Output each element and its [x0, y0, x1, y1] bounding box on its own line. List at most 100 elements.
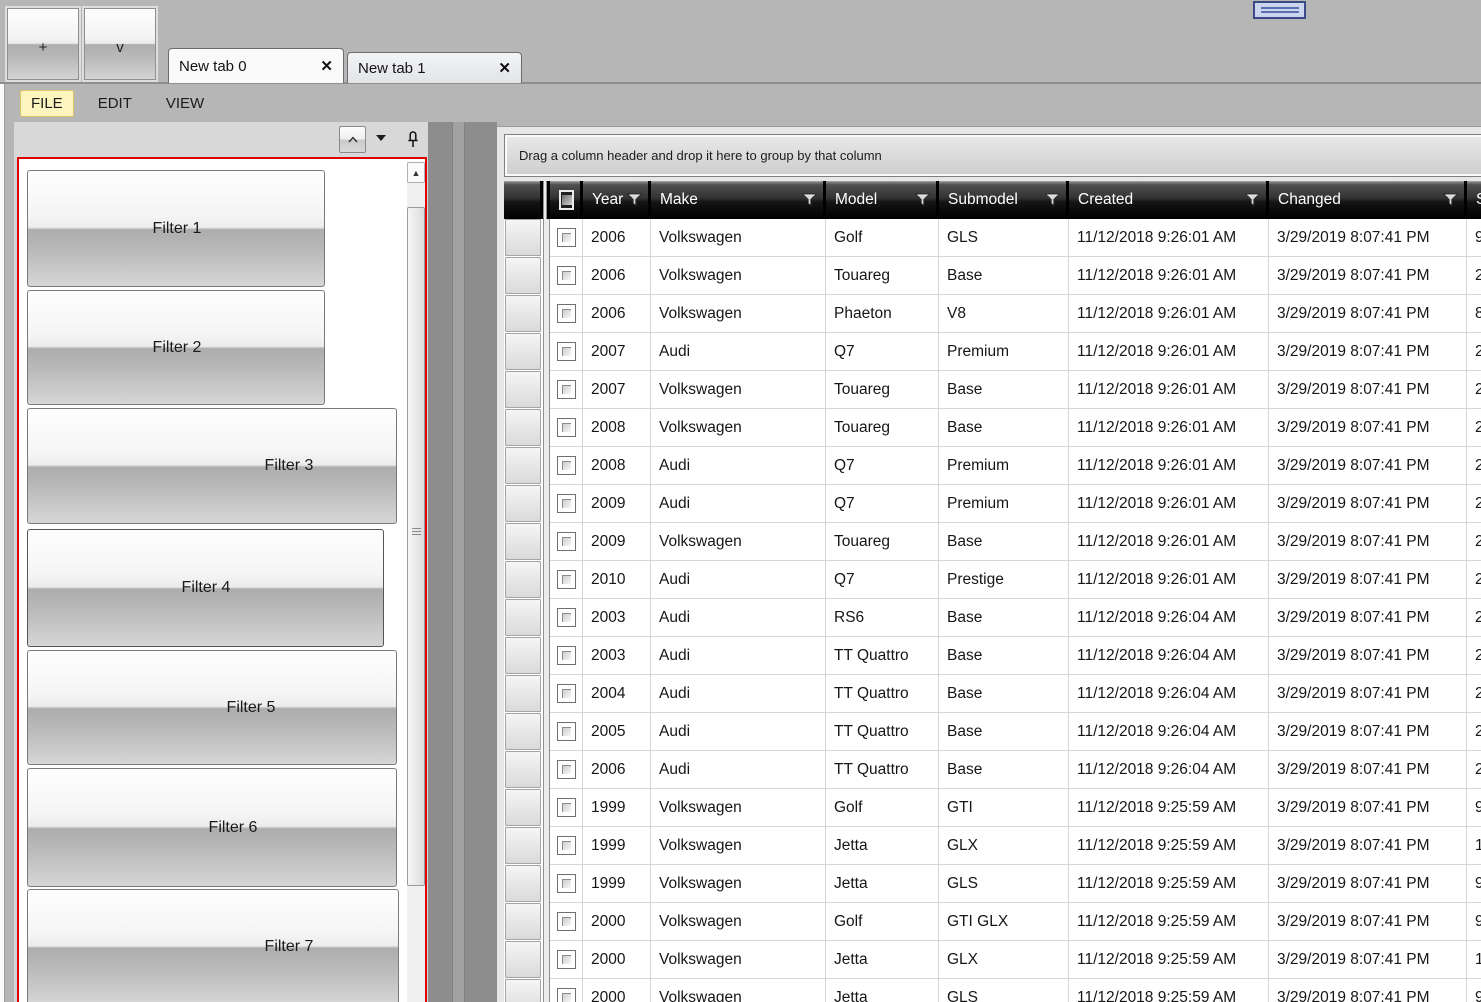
cell-model[interactable]: Touareg — [826, 523, 939, 561]
cell-changed[interactable]: 3/29/2019 8:07:41 PM — [1269, 295, 1467, 333]
cell-clipped[interactable]: 9 — [1467, 903, 1481, 941]
cell-changed[interactable]: 3/29/2019 8:07:41 PM — [1269, 485, 1467, 523]
cell-clipped[interactable]: 9 — [1467, 219, 1481, 257]
cell-submodel[interactable]: Prestige — [939, 561, 1069, 599]
cell-make[interactable]: Volkswagen — [651, 409, 826, 447]
column-header-year[interactable]: Year — [583, 181, 648, 219]
cell-created[interactable]: 11/12/2018 9:26:01 AM — [1069, 409, 1269, 447]
column-header-submodel[interactable]: Submodel — [939, 181, 1066, 219]
row-selector[interactable] — [504, 979, 543, 1002]
cell-clipped[interactable]: 2 — [1467, 599, 1481, 637]
cell-year[interactable]: 1999 — [583, 865, 651, 903]
cell-submodel[interactable]: Base — [939, 523, 1069, 561]
cell-submodel[interactable]: GLS — [939, 979, 1069, 1002]
row-checkbox[interactable] — [556, 494, 576, 513]
row-checkbox[interactable] — [556, 722, 576, 741]
cell-make[interactable]: Audi — [651, 561, 826, 599]
cell-changed[interactable]: 3/29/2019 8:07:41 PM — [1269, 751, 1467, 789]
cell-year[interactable]: 2000 — [583, 903, 651, 941]
column-filter-funnel-icon[interactable] — [1045, 193, 1060, 207]
tab-new-tab-1[interactable]: New tab 1 ✕ — [347, 52, 522, 83]
cell-changed[interactable]: 3/29/2019 8:07:41 PM — [1269, 333, 1467, 371]
cell-make[interactable]: Volkswagen — [651, 789, 826, 827]
cell-model[interactable]: Q7 — [826, 333, 939, 371]
cell-make[interactable]: Volkswagen — [651, 371, 826, 409]
cell-changed[interactable]: 3/29/2019 8:07:41 PM — [1269, 561, 1467, 599]
cell-submodel[interactable]: GLS — [939, 865, 1069, 903]
cell-model[interactable]: Touareg — [826, 371, 939, 409]
cell-created[interactable]: 11/12/2018 9:26:01 AM — [1069, 561, 1269, 599]
pin-button[interactable] — [402, 126, 424, 153]
cell-changed[interactable]: 3/29/2019 8:07:41 PM — [1269, 257, 1467, 295]
table-row[interactable]: 2006 Volkswagen Golf GLS 11/12/2018 9:26:01 … — [504, 219, 1481, 257]
row-selector[interactable] — [504, 333, 543, 371]
cell-year[interactable]: 1999 — [583, 789, 651, 827]
row-checkbox[interactable] — [556, 456, 576, 475]
cell-year[interactable]: 2008 — [583, 447, 651, 485]
row-checkbox[interactable] — [556, 380, 576, 399]
cell-submodel[interactable]: GLS — [939, 219, 1069, 257]
row-checkbox[interactable] — [556, 266, 576, 285]
cell-created[interactable]: 11/12/2018 9:26:04 AM — [1069, 751, 1269, 789]
row-selector[interactable] — [504, 941, 543, 979]
cell-year[interactable]: 2006 — [583, 257, 651, 295]
cell-created[interactable]: 11/12/2018 9:26:04 AM — [1069, 713, 1269, 751]
column-header-created[interactable]: Created — [1069, 181, 1266, 219]
cell-clipped[interactable]: 2 — [1467, 371, 1481, 409]
cell-clipped[interactable]: 9 — [1467, 979, 1481, 1002]
table-row[interactable]: 2000 Volkswagen Jetta GLS 11/12/2018 9:25:59… — [504, 979, 1481, 1002]
cell-submodel[interactable]: Premium — [939, 333, 1069, 371]
cell-make[interactable]: Audi — [651, 485, 826, 523]
column-header-make[interactable]: Make — [651, 181, 823, 219]
cell-year[interactable]: 1999 — [583, 827, 651, 865]
row-selector[interactable] — [504, 713, 543, 751]
table-row[interactable]: 2006 Volkswagen Touareg Base 11/12/2018 9:26… — [504, 257, 1481, 295]
cell-created[interactable]: 11/12/2018 9:25:59 AM — [1069, 941, 1269, 979]
table-row[interactable]: 2007 Volkswagen Touareg Base 11/12/2018 9:26… — [504, 371, 1481, 409]
cell-year[interactable]: 2006 — [583, 295, 651, 333]
cell-clipped[interactable]: 2 — [1467, 561, 1481, 599]
cell-model[interactable]: Jetta — [826, 827, 939, 865]
cell-year[interactable]: 2006 — [583, 219, 651, 257]
cell-created[interactable]: 11/12/2018 9:26:01 AM — [1069, 523, 1269, 561]
filter-button-5[interactable]: Filter 5 — [27, 650, 397, 765]
cell-clipped[interactable]: 2 — [1467, 333, 1481, 371]
column-filter-funnel-icon[interactable] — [1245, 193, 1260, 207]
table-row[interactable]: 2007 Audi Q7 Premium 11/12/2018 9:26:01 AM 3/… — [504, 333, 1481, 371]
cell-model[interactable]: Q7 — [826, 485, 939, 523]
cell-submodel[interactable]: Premium — [939, 485, 1069, 523]
cell-changed[interactable]: 3/29/2019 8:07:41 PM — [1269, 827, 1467, 865]
cell-created[interactable]: 11/12/2018 9:26:04 AM — [1069, 675, 1269, 713]
cell-clipped[interactable]: 2 — [1467, 523, 1481, 561]
cell-make[interactable]: Volkswagen — [651, 827, 826, 865]
row-checkbox[interactable] — [556, 874, 576, 893]
cell-created[interactable]: 11/12/2018 9:26:01 AM — [1069, 295, 1269, 333]
column-header-clipped[interactable]: S — [1467, 181, 1481, 219]
table-row[interactable]: 2000 Volkswagen Jetta GLX 11/12/2018 9:25:59… — [504, 941, 1481, 979]
cell-submodel[interactable]: Premium — [939, 447, 1069, 485]
select-all-checkbox[interactable] — [559, 190, 574, 210]
cell-model[interactable]: Jetta — [826, 979, 939, 1002]
cell-submodel[interactable]: GLX — [939, 941, 1069, 979]
cell-changed[interactable]: 3/29/2019 8:07:41 PM — [1269, 219, 1467, 257]
row-selector[interactable] — [504, 903, 543, 941]
cell-make[interactable]: Audi — [651, 447, 826, 485]
row-checkbox[interactable] — [556, 988, 576, 1002]
cell-clipped[interactable]: 1 — [1467, 827, 1481, 865]
cell-year[interactable]: 2009 — [583, 523, 651, 561]
cell-model[interactable]: TT Quattro — [826, 637, 939, 675]
cell-submodel[interactable]: Base — [939, 751, 1069, 789]
table-row[interactable]: 2000 Volkswagen Golf GTI GLX 11/12/2018 9:25… — [504, 903, 1481, 941]
cell-created[interactable]: 11/12/2018 9:25:59 AM — [1069, 865, 1269, 903]
row-selector[interactable] — [504, 827, 543, 865]
table-row[interactable]: 2010 Audi Q7 Prestige 11/12/2018 9:26:01 AM 3… — [504, 561, 1481, 599]
cell-model[interactable]: TT Quattro — [826, 713, 939, 751]
cell-created[interactable]: 11/12/2018 9:25:59 AM — [1069, 903, 1269, 941]
cell-created[interactable]: 11/12/2018 9:26:01 AM — [1069, 257, 1269, 295]
cell-year[interactable]: 2004 — [583, 675, 651, 713]
menu-view[interactable]: VIEW — [165, 94, 205, 112]
table-row[interactable]: 2003 Audi RS6 Base 11/12/2018 9:26:04 AM 3/29… — [504, 599, 1481, 637]
row-checkbox[interactable] — [556, 342, 576, 361]
cell-changed[interactable]: 3/29/2019 8:07:41 PM — [1269, 789, 1467, 827]
cell-model[interactable]: Touareg — [826, 257, 939, 295]
